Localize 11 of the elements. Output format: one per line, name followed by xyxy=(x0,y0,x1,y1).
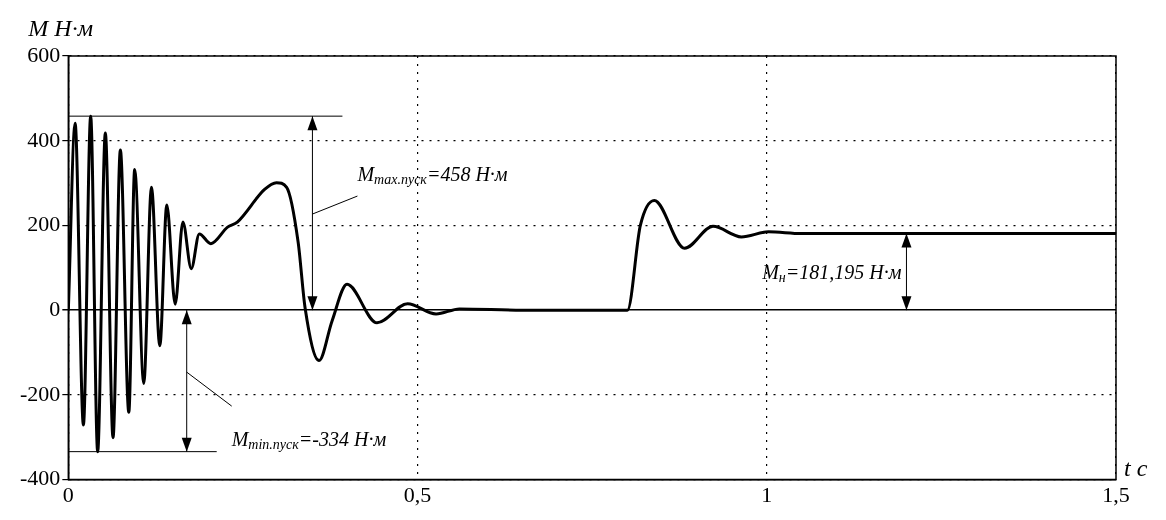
y-tick-label: 200 xyxy=(27,211,61,237)
y-tick-label: -400 xyxy=(20,465,61,491)
x-tick-label: 1,5 xyxy=(1102,481,1130,507)
x-tick-label: 1 xyxy=(761,481,773,507)
x-axis-title: t с xyxy=(1124,454,1148,481)
y-tick-label: 400 xyxy=(27,126,61,152)
y-tick-label: 0 xyxy=(49,295,61,321)
y-tick-label: -200 xyxy=(20,380,61,406)
y-axis-title: M Н·м xyxy=(27,15,93,41)
y-tick-label: 600 xyxy=(27,41,61,67)
x-tick-label: 0,5 xyxy=(403,481,432,507)
